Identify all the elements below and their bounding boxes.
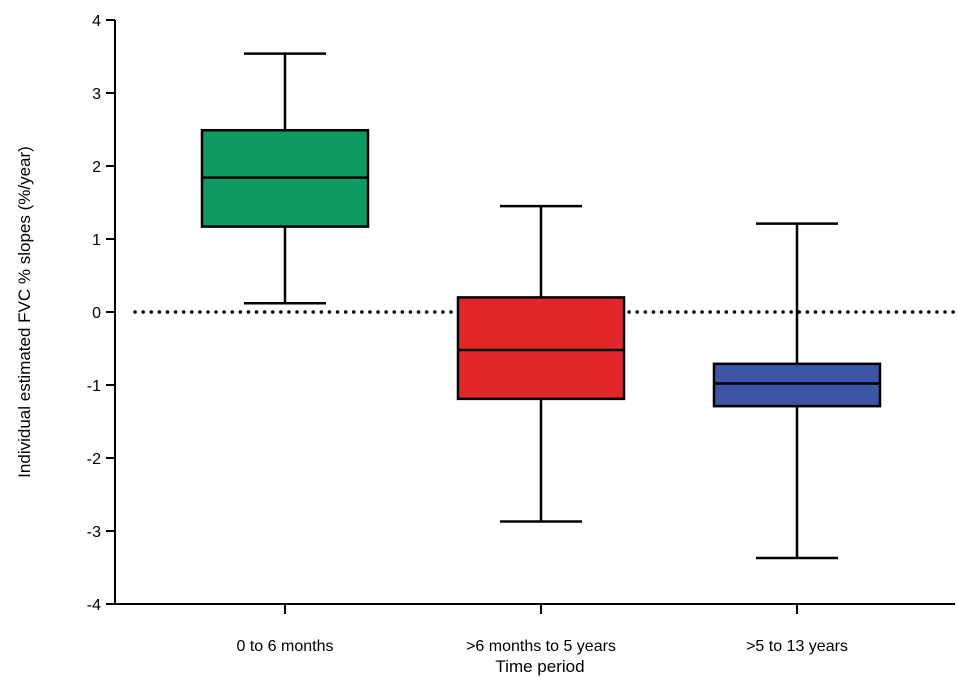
y-tick-label: 1 [92,232,101,249]
iqr-box [456,296,626,401]
x-tick-label: >6 months to 5 years [466,638,616,655]
y-tick-label: 2 [92,159,101,176]
y-axis-title: Individual estimated FVC % slopes (%/yea… [15,146,34,478]
box-group [200,52,370,305]
iqr-box [712,362,882,408]
y-tick-label: -2 [87,451,101,468]
y-tick-label: -4 [87,597,101,614]
x-tick-label: >5 to 13 years [746,638,848,655]
boxes [200,52,882,560]
y-tick-label: 3 [92,86,101,103]
box-group [456,204,626,523]
box-group [712,222,882,560]
y-tick-label: -1 [87,378,101,395]
x-axis-title: Time period [495,657,584,676]
y-tick-label: -3 [87,524,101,541]
y-tick-label: 4 [92,13,101,30]
axes: 4 3 2 1 0 -1 -2 -3 -4 0 to 6 months >6 months to 5… [87,13,955,655]
y-tick-label: 0 [92,305,101,322]
x-tick-label: 0 to 6 months [237,638,334,655]
